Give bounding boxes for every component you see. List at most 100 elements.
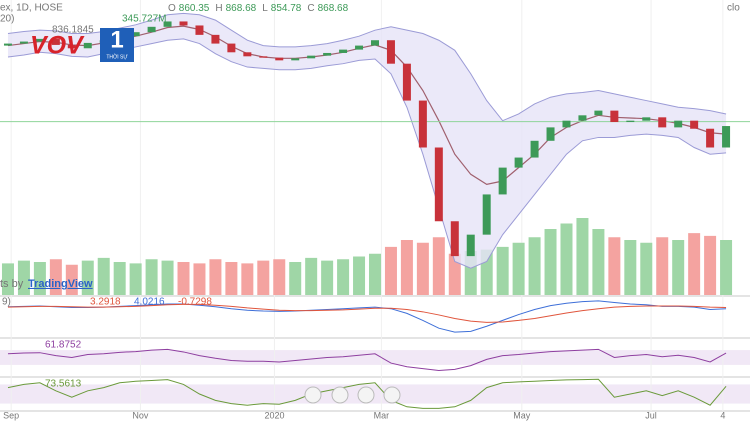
candle <box>179 21 188 26</box>
logo-brand: VOV <box>30 32 85 60</box>
ohlc-key: O <box>168 3 176 14</box>
candle <box>339 49 348 53</box>
candle <box>307 55 316 59</box>
close-label: clo <box>727 3 740 14</box>
candle <box>530 140 539 158</box>
volume-bar <box>576 218 589 295</box>
volume-bar <box>720 240 733 295</box>
toolbar-button[interactable] <box>383 386 401 404</box>
volume-bar <box>209 259 222 295</box>
volume-bar <box>369 253 381 295</box>
volume-bar <box>273 259 286 295</box>
macd-value: 4.0216 <box>134 297 165 308</box>
candle <box>147 26 156 33</box>
x-tick-label: May <box>513 410 531 420</box>
logo-channel: 1 <box>110 26 123 53</box>
candle <box>355 45 364 50</box>
stoch-label: 73.5613 <box>45 379 82 390</box>
volume-bar <box>321 260 334 295</box>
toolbar <box>304 386 401 404</box>
signal-line <box>7 303 727 323</box>
candle <box>434 147 443 222</box>
candle <box>243 52 252 57</box>
candle <box>371 40 379 46</box>
toolbar-button[interactable] <box>357 386 375 404</box>
rsi-label: 61.8752 <box>45 340 82 351</box>
volume-bar <box>448 253 461 295</box>
volume-bar <box>17 260 30 295</box>
candle <box>562 120 571 128</box>
candle <box>578 115 587 121</box>
volume-bar <box>1 263 14 295</box>
candle <box>514 157 523 168</box>
stoch-band <box>0 384 750 404</box>
candle <box>83 42 92 49</box>
macd-value: 3.2918 <box>90 297 121 308</box>
chart-title: ex, 1D, HOSE <box>0 3 63 14</box>
candle <box>418 100 427 148</box>
volume-bar <box>225 262 238 295</box>
macd-label: 9) <box>2 297 11 308</box>
toolbar-button[interactable] <box>331 386 349 404</box>
volume-bar <box>257 260 270 295</box>
candle <box>450 221 459 257</box>
candle <box>722 126 731 148</box>
x-tick-label: Nov <box>132 410 149 420</box>
volume-bar <box>33 262 46 295</box>
rsi-line <box>7 348 727 371</box>
volume-bar <box>400 240 413 295</box>
candle <box>227 43 236 53</box>
volume-bar <box>704 235 717 295</box>
bb-value: 836.1845 <box>52 25 94 36</box>
volume-bar <box>416 242 429 295</box>
macd-value: -0.7298 <box>178 297 212 308</box>
candle <box>163 21 172 27</box>
candle <box>402 63 411 101</box>
candle <box>642 117 651 121</box>
volume-bar <box>97 257 110 295</box>
x-tick-label: Jul <box>645 410 657 420</box>
toolbar-button[interactable] <box>304 386 322 404</box>
candle <box>674 120 683 128</box>
candle <box>275 57 284 61</box>
ohlc-value: 868.68 <box>226 3 257 14</box>
stoch-line <box>7 378 727 409</box>
band-upper <box>7 12 727 122</box>
volume-bar <box>656 237 669 295</box>
volume-bar <box>496 246 509 295</box>
volume-bar <box>305 257 318 295</box>
candle <box>259 56 268 58</box>
candle <box>19 41 28 44</box>
volume-bar <box>49 259 62 295</box>
volume-bar <box>337 259 350 295</box>
logo-caption: THỜI SỰ <box>106 53 128 60</box>
volume-bar <box>241 263 254 295</box>
candle <box>3 43 12 46</box>
ohlc-value: 854.78 <box>271 3 302 14</box>
volume-bar <box>145 259 158 295</box>
candle <box>291 58 300 61</box>
logo-box <box>100 28 134 62</box>
candle <box>482 194 491 235</box>
macd-line <box>7 300 727 333</box>
candle <box>195 25 204 35</box>
x-tick-label: 4 <box>720 410 725 420</box>
volume-bar <box>65 264 78 295</box>
candle <box>706 128 715 148</box>
bb-label: 20) <box>0 14 14 25</box>
volume-bar <box>672 240 685 295</box>
volume-bar <box>592 229 605 295</box>
volume-bar <box>129 263 142 295</box>
volume-bar <box>161 260 174 295</box>
candle <box>211 34 220 44</box>
volume-bar <box>113 262 126 295</box>
volume-label: 345.727M <box>122 14 166 25</box>
ohlc-legend: O 860.35 H 868.68 L 854.78 C 868.68 <box>168 3 349 14</box>
attribution-link[interactable]: TradingView <box>28 278 93 290</box>
candle <box>658 117 667 128</box>
candle <box>323 52 332 56</box>
candle <box>498 167 507 195</box>
candle <box>546 127 555 141</box>
candle <box>466 234 475 257</box>
